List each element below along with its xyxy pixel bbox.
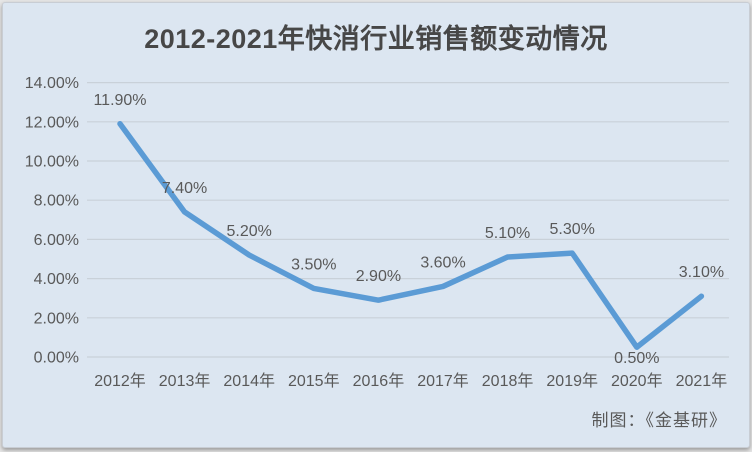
y-axis-tick-label: 0.00% [34, 350, 79, 367]
data-point-label: 0.50% [614, 350, 659, 367]
x-axis-tick-label: 2019年 [546, 372, 598, 390]
y-axis-tick-label: 4.00% [34, 271, 79, 288]
data-point-label: 2.90% [356, 268, 401, 285]
y-axis-tick-label: 12.00% [25, 114, 79, 131]
data-point-label: 5.30% [550, 221, 595, 238]
data-point-label: 3.60% [420, 254, 465, 271]
data-point-label: 5.10% [485, 225, 530, 242]
y-axis-tick-label: 14.00% [25, 75, 79, 92]
x-axis-tick-label: 2013年 [159, 372, 211, 390]
data-point-label: 3.10% [679, 264, 724, 281]
chart-title: 2012-2021年快消行业销售额变动情况 [144, 24, 608, 54]
y-axis-tick-label: 2.00% [34, 310, 79, 327]
x-axis-tick-label: 2012年 [94, 372, 146, 390]
x-axis-tick-label: 2016年 [353, 372, 405, 390]
y-axis-tick-label: 6.00% [34, 232, 79, 249]
x-axis-tick-label: 2017年 [417, 372, 469, 390]
series-line [117, 121, 705, 350]
y-axis-tick-label: 10.00% [25, 154, 79, 171]
data-point-label: 3.50% [291, 256, 336, 273]
x-axis-tick-label: 2020年 [611, 372, 663, 390]
data-point-label: 11.90% [93, 92, 146, 109]
credit-label: 制图：《金基研》 [591, 411, 727, 430]
x-axis-tick-label: 2014年 [223, 372, 275, 390]
x-axis-tick-label: 2018年 [482, 372, 534, 390]
x-axis-tick-label: 2015年 [288, 372, 340, 390]
y-axis-tick-label: 8.00% [34, 193, 79, 210]
data-point-label: 5.20% [227, 223, 272, 240]
data-point-label: 7.40% [162, 180, 207, 197]
x-axis-tick-label: 2021年 [676, 372, 728, 390]
